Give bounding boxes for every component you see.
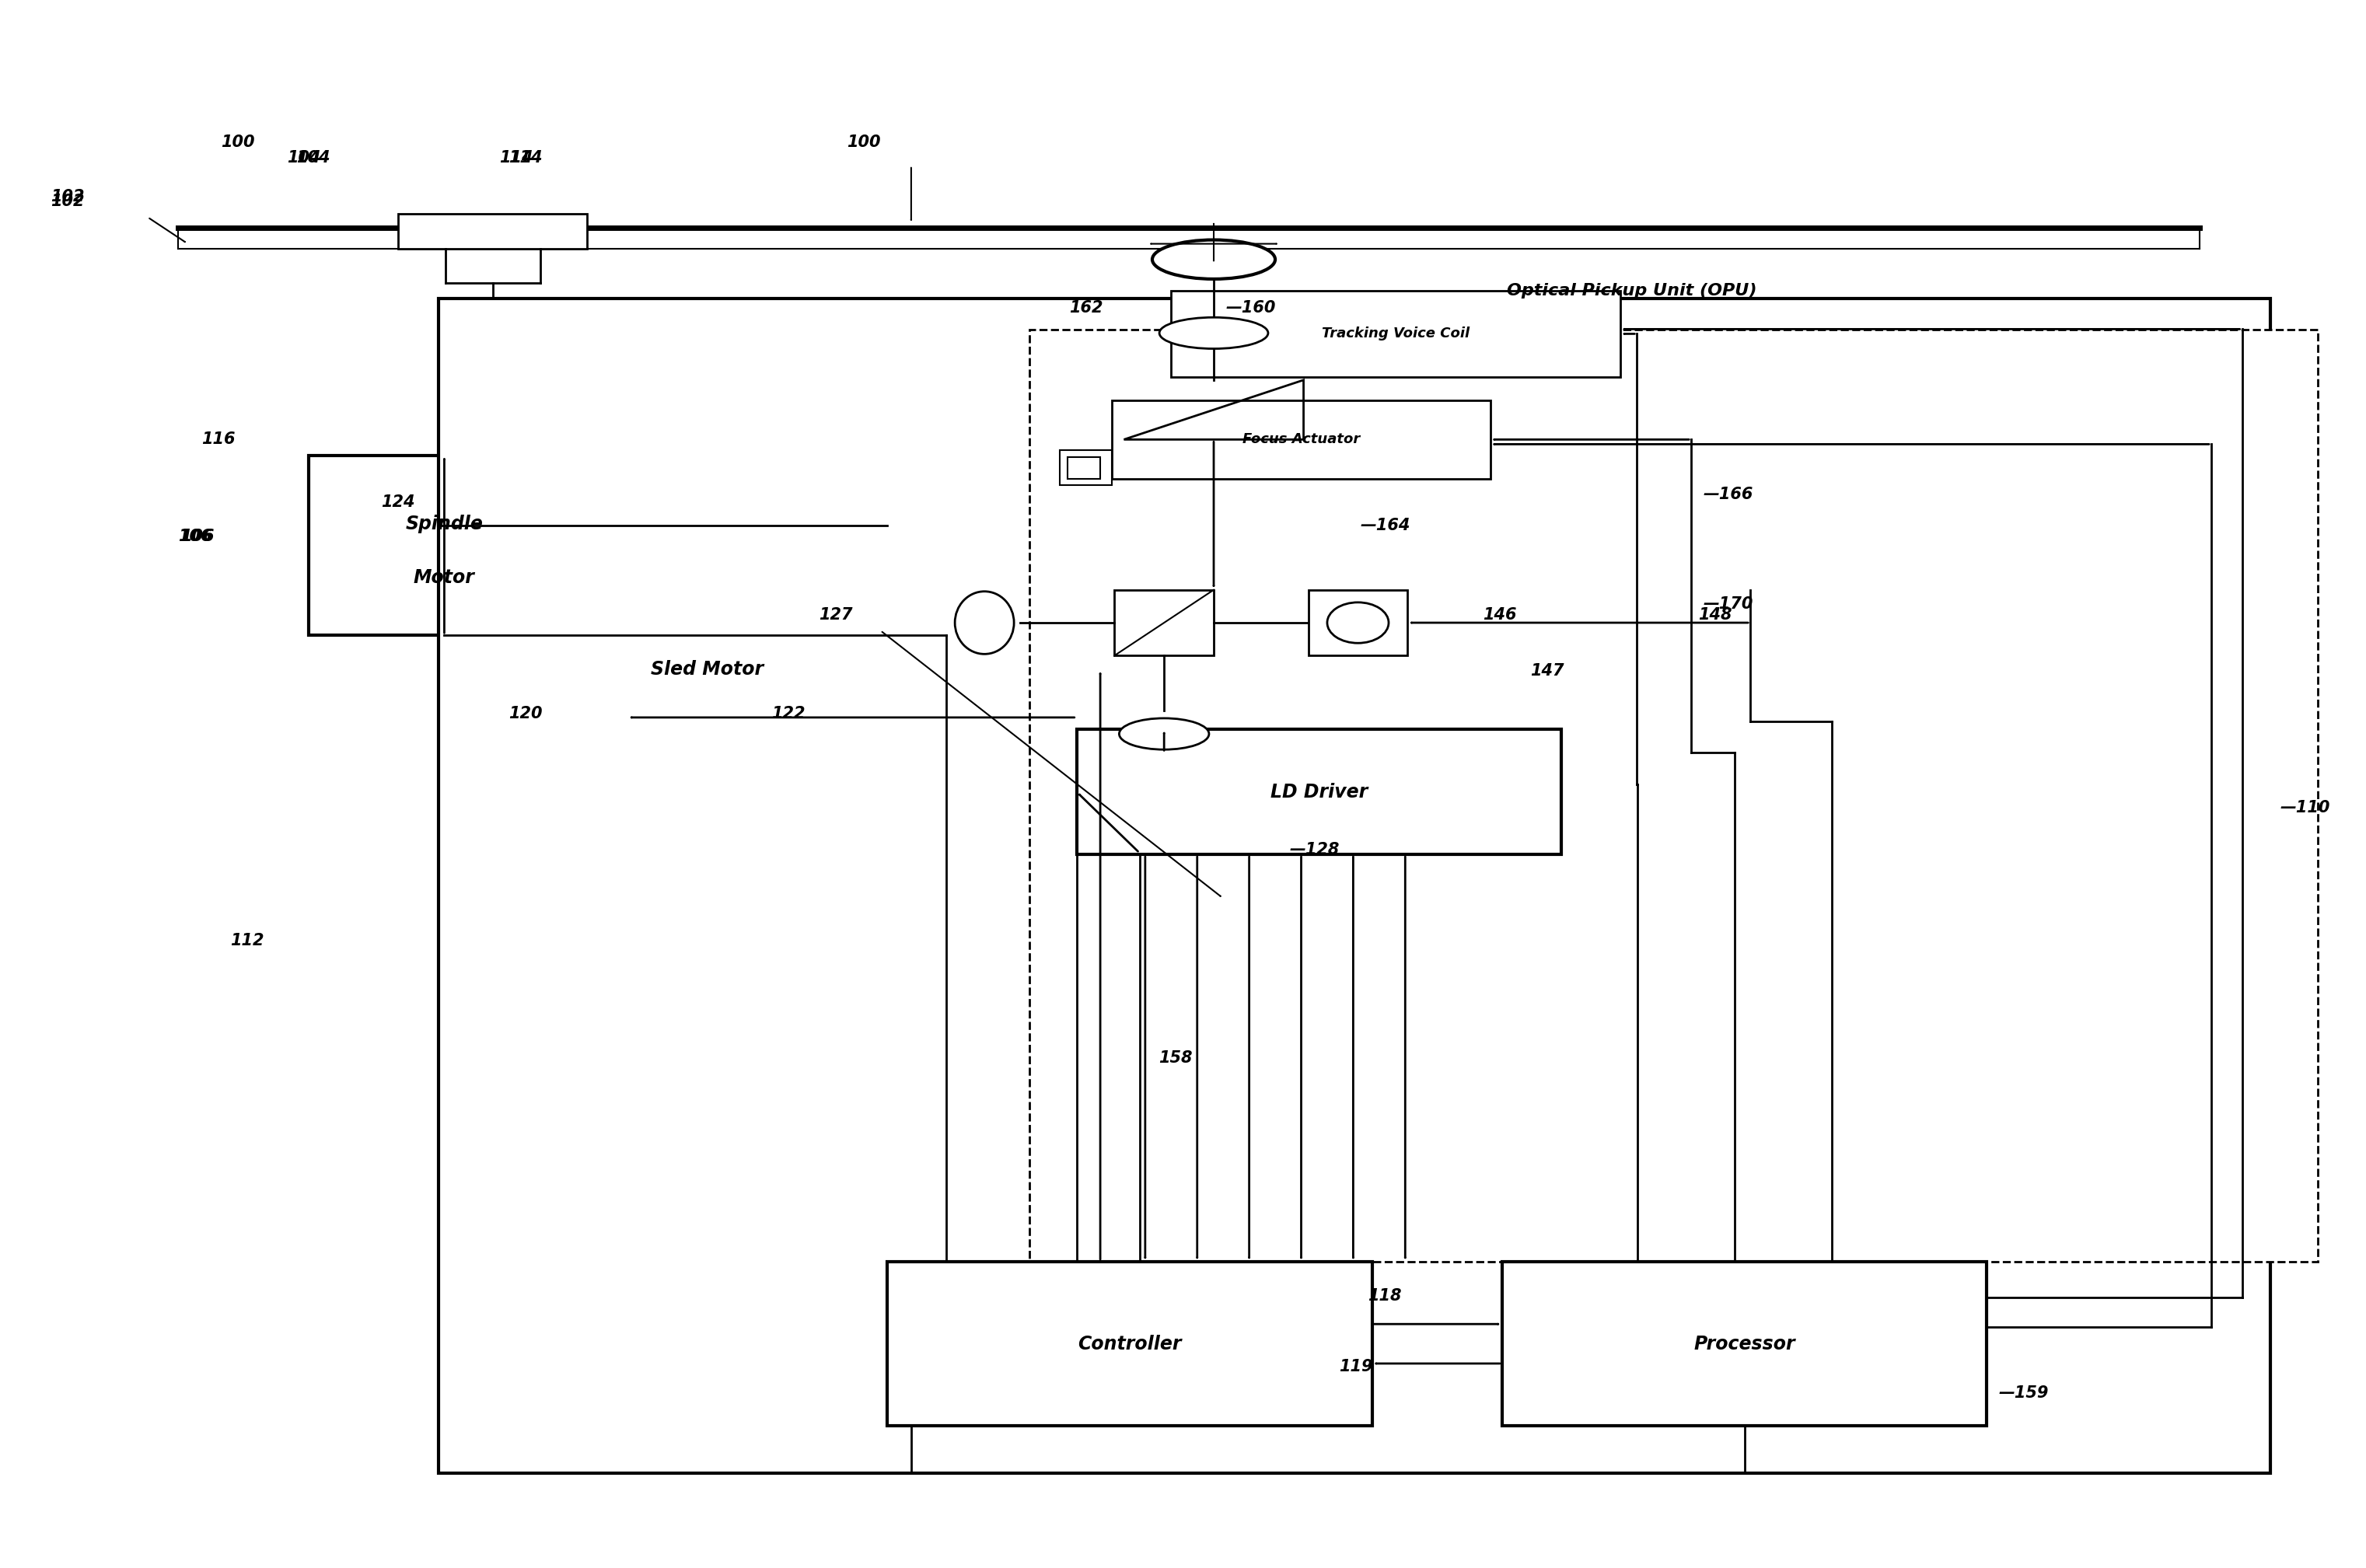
Text: —170: —170 xyxy=(1704,596,1753,612)
FancyBboxPatch shape xyxy=(1114,590,1214,655)
Text: 106: 106 xyxy=(180,528,215,544)
Text: Spindle: Spindle xyxy=(405,514,483,533)
FancyBboxPatch shape xyxy=(887,1262,1372,1425)
Ellipse shape xyxy=(1159,317,1268,348)
Text: Sled Motor: Sled Motor xyxy=(651,660,764,679)
Text: LD Driver: LD Driver xyxy=(1271,782,1368,801)
FancyBboxPatch shape xyxy=(835,637,901,665)
FancyBboxPatch shape xyxy=(1077,729,1562,855)
Text: 127: 127 xyxy=(819,607,852,622)
Circle shape xyxy=(1327,602,1389,643)
Text: —110: —110 xyxy=(2281,800,2331,815)
Text: 100: 100 xyxy=(847,135,880,151)
Text: 104: 104 xyxy=(296,151,329,166)
Text: 106: 106 xyxy=(177,528,213,544)
Text: —128: —128 xyxy=(1289,842,1339,858)
Ellipse shape xyxy=(1119,718,1209,750)
FancyBboxPatch shape xyxy=(1029,329,2319,1262)
Text: 146: 146 xyxy=(1483,607,1517,622)
Text: 112: 112 xyxy=(230,933,265,949)
FancyBboxPatch shape xyxy=(1308,590,1408,655)
Text: 114: 114 xyxy=(499,151,532,166)
Ellipse shape xyxy=(1152,240,1275,279)
Ellipse shape xyxy=(956,591,1015,654)
Text: 100: 100 xyxy=(220,135,256,151)
Text: —160: —160 xyxy=(1226,299,1275,315)
Text: Optical Pickup Unit (OPU): Optical Pickup Unit (OPU) xyxy=(1507,282,1758,298)
Text: —159: —159 xyxy=(1999,1386,2049,1400)
Text: —166: —166 xyxy=(1704,486,1753,502)
Text: 120: 120 xyxy=(509,706,542,721)
Text: 114: 114 xyxy=(509,151,542,166)
Text: 102: 102 xyxy=(50,194,85,209)
FancyBboxPatch shape xyxy=(397,215,587,248)
Text: 122: 122 xyxy=(771,706,804,721)
Text: Processor: Processor xyxy=(1694,1334,1796,1353)
Text: 104: 104 xyxy=(286,151,319,166)
Text: 116: 116 xyxy=(201,431,237,447)
Text: 148: 148 xyxy=(1699,607,1732,622)
FancyBboxPatch shape xyxy=(627,674,875,760)
Text: 158: 158 xyxy=(1159,1051,1192,1066)
FancyBboxPatch shape xyxy=(1060,450,1112,485)
Text: 147: 147 xyxy=(1531,663,1564,679)
Text: 118: 118 xyxy=(1368,1289,1401,1305)
Text: Focus Actuator: Focus Actuator xyxy=(1242,433,1360,447)
Text: 162: 162 xyxy=(1069,299,1103,315)
FancyBboxPatch shape xyxy=(1171,290,1621,376)
Text: 119: 119 xyxy=(1339,1359,1372,1374)
FancyBboxPatch shape xyxy=(1502,1262,1987,1425)
FancyBboxPatch shape xyxy=(1067,456,1100,478)
Text: 124: 124 xyxy=(381,494,414,510)
Text: Tracking Voice Coil: Tracking Voice Coil xyxy=(1323,326,1469,340)
Text: —164: —164 xyxy=(1360,517,1410,533)
Text: Controller: Controller xyxy=(1079,1334,1181,1353)
FancyBboxPatch shape xyxy=(1112,400,1491,478)
FancyBboxPatch shape xyxy=(438,298,2271,1472)
FancyBboxPatch shape xyxy=(308,455,580,635)
Text: Motor: Motor xyxy=(414,568,476,586)
Text: 102: 102 xyxy=(50,190,85,204)
